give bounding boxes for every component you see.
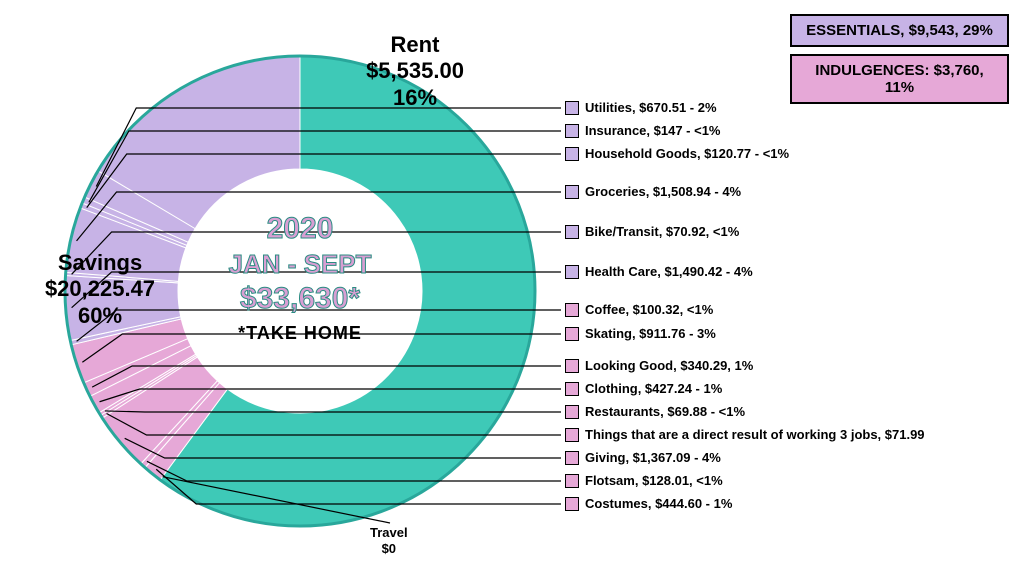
swatch-flotsam [565, 474, 579, 488]
row-health_care: Health Care, $1,490.42 - 4% [565, 264, 753, 279]
label-travel-name: Travel [370, 525, 408, 541]
row-text-giving: Giving, $1,367.09 - 4% [585, 450, 721, 465]
row-bike_transit: Bike/Transit, $70.92, <1% [565, 224, 739, 239]
row-text-utilities: Utilities, $670.51 - 2% [585, 100, 717, 115]
swatch-utilities [565, 101, 579, 115]
label-savings-name: Savings [20, 250, 180, 276]
row-text-restaurants: Restaurants, $69.88 - <1% [585, 404, 745, 419]
row-coffee: Coffee, $100.32, <1% [565, 302, 713, 317]
swatch-bike_transit [565, 225, 579, 239]
label-rent-name: Rent [330, 32, 500, 58]
center-title: 2020 JAN - SEPT $33,630* *TAKE HOME [200, 210, 400, 344]
row-clothing: Clothing, $427.24 - 1% [565, 381, 722, 396]
row-text-costumes: Costumes, $444.60 - 1% [585, 496, 732, 511]
row-text-looking_good: Looking Good, $340.29, 1% [585, 358, 753, 373]
row-text-skating: Skating, $911.76 - 3% [585, 326, 716, 341]
row-text-coffee: Coffee, $100.32, <1% [585, 302, 713, 317]
label-rent-amount: $5,535.00 [330, 58, 500, 84]
row-text-three_jobs: Things that are a direct result of worki… [585, 427, 925, 442]
label-rent-pct: 16% [330, 85, 500, 111]
center-note: *TAKE HOME [200, 322, 400, 345]
row-household: Household Goods, $120.77 - <1% [565, 146, 789, 161]
swatch-insurance [565, 124, 579, 138]
center-line-2: JAN - SEPT [200, 248, 400, 281]
label-travel: Travel $0 [370, 525, 408, 556]
center-line-1: 2020 [200, 210, 400, 248]
swatch-three_jobs [565, 428, 579, 442]
label-savings-amount: $20,225.47 [20, 276, 180, 302]
swatch-groceries [565, 185, 579, 199]
row-giving: Giving, $1,367.09 - 4% [565, 450, 721, 465]
swatch-costumes [565, 497, 579, 511]
legend-essentials-text: ESSENTIALS, $9,543, 29% [806, 22, 993, 39]
legend-indulgences: INDULGENCES: $3,760, 11% [790, 54, 1009, 104]
label-savings: Savings $20,225.47 60% [20, 250, 180, 329]
row-restaurants: Restaurants, $69.88 - <1% [565, 404, 745, 419]
swatch-giving [565, 451, 579, 465]
row-utilities: Utilities, $670.51 - 2% [565, 100, 717, 115]
row-costumes: Costumes, $444.60 - 1% [565, 496, 732, 511]
row-flotsam: Flotsam, $128.01, <1% [565, 473, 723, 488]
swatch-household [565, 147, 579, 161]
row-text-insurance: Insurance, $147 - <1% [585, 123, 721, 138]
row-three_jobs: Things that are a direct result of worki… [565, 427, 925, 442]
swatch-clothing [565, 382, 579, 396]
row-skating: Skating, $911.76 - 3% [565, 326, 716, 341]
row-groceries: Groceries, $1,508.94 - 4% [565, 184, 741, 199]
row-looking_good: Looking Good, $340.29, 1% [565, 358, 753, 373]
row-text-household: Household Goods, $120.77 - <1% [585, 146, 789, 161]
label-savings-pct: 60% [20, 303, 180, 329]
row-text-clothing: Clothing, $427.24 - 1% [585, 381, 722, 396]
swatch-skating [565, 327, 579, 341]
row-text-groceries: Groceries, $1,508.94 - 4% [585, 184, 741, 199]
row-text-flotsam: Flotsam, $128.01, <1% [585, 473, 723, 488]
swatch-coffee [565, 303, 579, 317]
swatch-health_care [565, 265, 579, 279]
swatch-looking_good [565, 359, 579, 373]
legend-indulgences-text: INDULGENCES: $3,760, 11% [815, 62, 983, 96]
swatch-restaurants [565, 405, 579, 419]
row-text-health_care: Health Care, $1,490.42 - 4% [585, 264, 753, 279]
label-rent: Rent $5,535.00 16% [330, 32, 500, 111]
label-travel-amount: $0 [370, 541, 408, 557]
row-insurance: Insurance, $147 - <1% [565, 123, 721, 138]
budget-donut-chart: 2020 JAN - SEPT $33,630* *TAKE HOME Savi… [0, 0, 1024, 582]
legend-essentials: ESSENTIALS, $9,543, 29% [790, 14, 1009, 47]
center-line-3: $33,630* [200, 280, 400, 318]
row-text-bike_transit: Bike/Transit, $70.92, <1% [585, 224, 739, 239]
